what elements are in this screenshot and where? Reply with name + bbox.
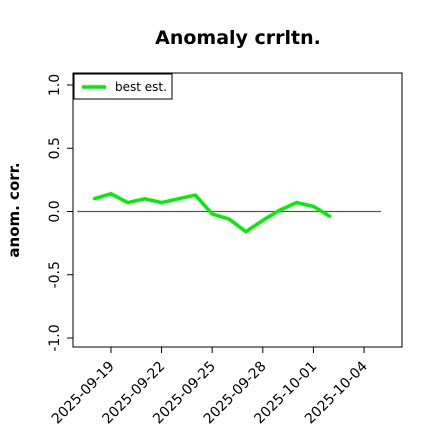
- data-point-best-est: [92, 197, 96, 201]
- y-tick-label: 0.5: [47, 137, 63, 159]
- data-point-best-est: [194, 193, 197, 197]
- y-axis-label: anom. corr.: [5, 162, 23, 257]
- plot-frame: [72, 72, 403, 348]
- data-point-best-est: [295, 201, 298, 204]
- y-tick-label: -1.0: [47, 324, 63, 351]
- chart-title: Anomaly crrltn.: [155, 27, 321, 49]
- plot-area: [77, 192, 381, 234]
- data-point-best-est: [244, 230, 248, 233]
- legend: best est.: [73, 73, 173, 100]
- y-tick-label: 0.0: [47, 200, 63, 222]
- data-point-best-est: [329, 215, 332, 218]
- data-point-best-est: [210, 212, 214, 216]
- data-point-best-est: [126, 201, 130, 204]
- data-point-best-est: [109, 192, 113, 195]
- data-point-best-est: [160, 201, 163, 204]
- y-tick-label: -0.5: [47, 261, 63, 288]
- series-line-best-est: [93, 192, 332, 234]
- data-point-best-est: [227, 217, 231, 221]
- data-point-best-est: [177, 197, 180, 201]
- y-tick-label: 1.0: [47, 74, 63, 96]
- data-point-best-est: [312, 205, 315, 208]
- x-axis: 2025-09-192025-09-222025-09-252025-09-28…: [49, 347, 371, 427]
- legend-label-best-est: best est.: [115, 80, 167, 94]
- y-axis: -1.0 -0.5 0.0 0.5 1.0: [47, 74, 73, 352]
- data-point-best-est: [278, 209, 281, 212]
- data-point-best-est: [143, 197, 146, 201]
- data-point-best-est: [261, 219, 265, 222]
